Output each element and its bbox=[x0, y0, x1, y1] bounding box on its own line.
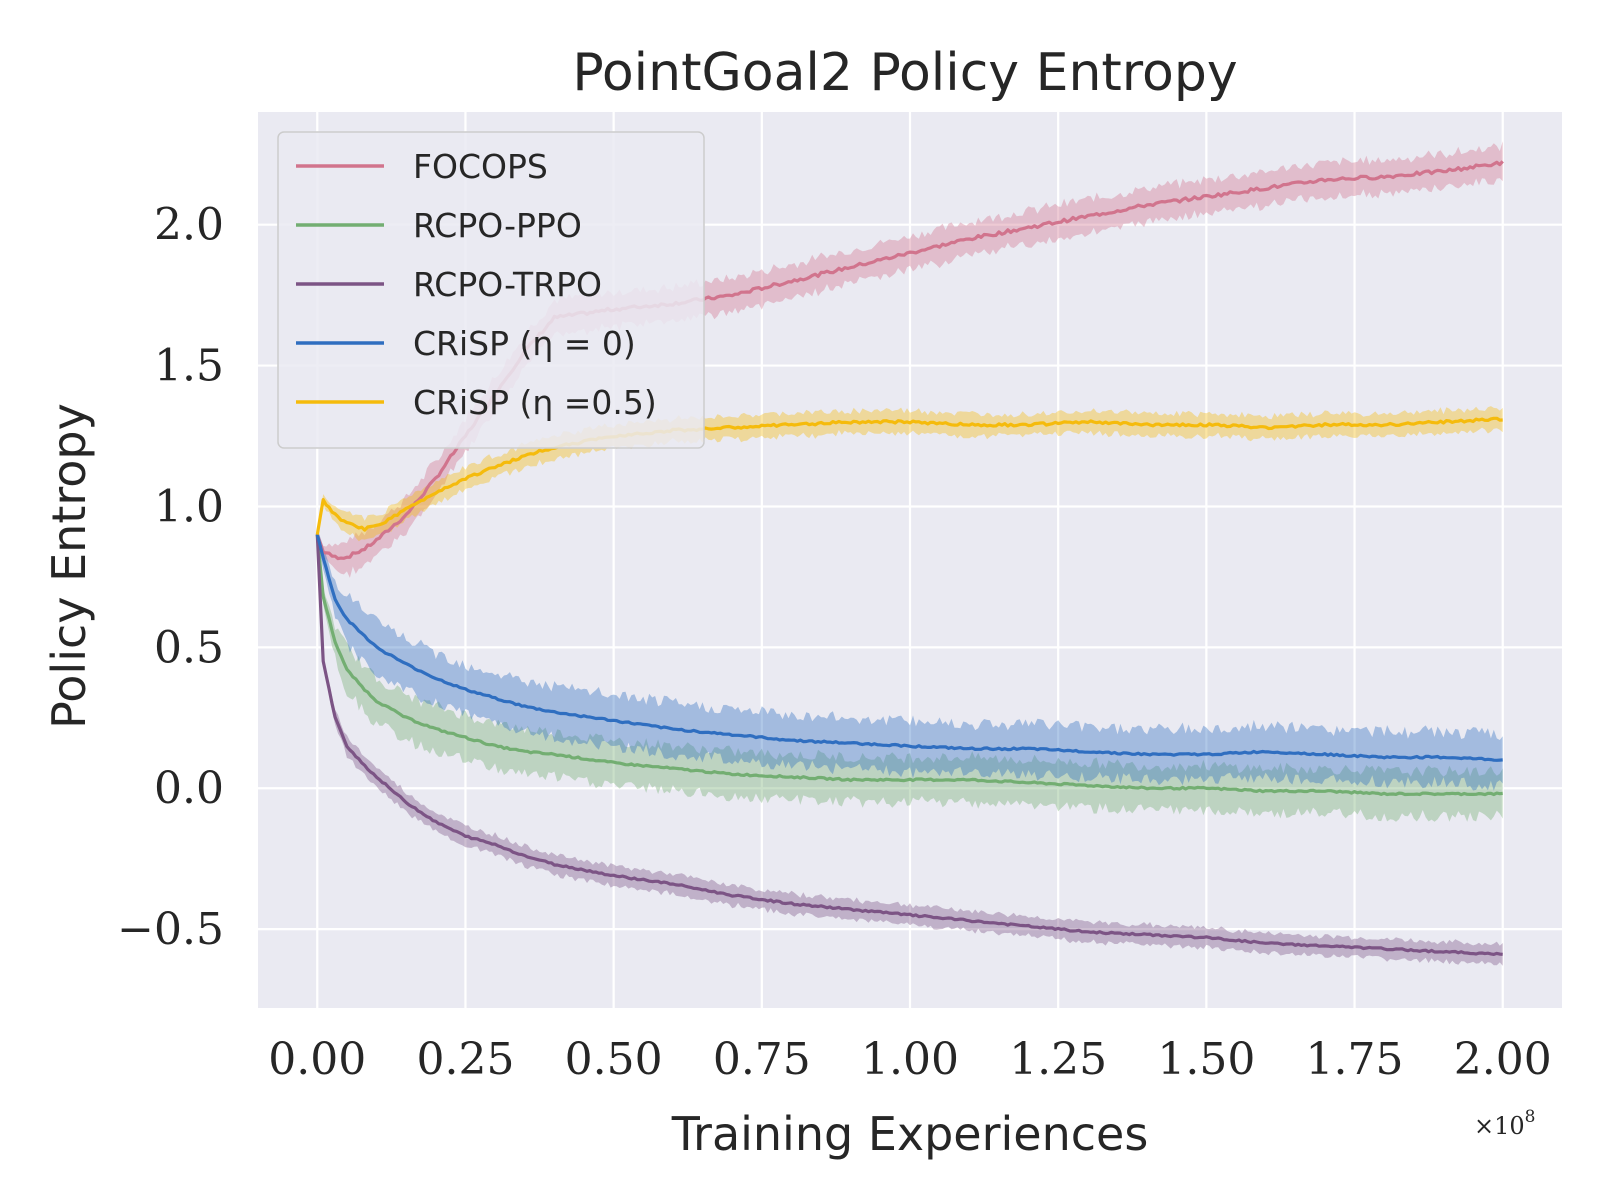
x-tick-label: 1.50 bbox=[1157, 1034, 1255, 1085]
series-line bbox=[315, 534, 1503, 956]
x-tick-label: 0.25 bbox=[416, 1034, 514, 1085]
x-tick-labels: 0.00 0.25 0.50 0.75 1.00 1.25 1.50 1.75 2.00 bbox=[268, 1034, 1551, 1085]
legend: FOCOPS RCPO-PPO RCPO-TRPO CRiSP (η = 0) CRiS… bbox=[277, 131, 705, 449]
y-tick-label: 0.5 bbox=[154, 622, 224, 673]
y-tick-label: −0.5 bbox=[117, 904, 224, 955]
legend-label: RCPO-PPO bbox=[413, 206, 582, 245]
x-tick-label: 0.75 bbox=[713, 1034, 811, 1085]
y-tick-label: 0.0 bbox=[154, 763, 224, 814]
x-tick-label: 0.50 bbox=[565, 1034, 663, 1085]
x-tick-label: 0.00 bbox=[268, 1034, 366, 1085]
x-tick-label: 1.00 bbox=[861, 1034, 959, 1085]
legend-box bbox=[277, 131, 705, 449]
series-line bbox=[315, 534, 1503, 797]
series-band bbox=[317, 528, 1503, 791]
series-band bbox=[317, 528, 1503, 822]
y-tick-label: 1.5 bbox=[154, 341, 224, 392]
x-scale-base: ×10 bbox=[1474, 1112, 1525, 1140]
legend-label: CRiSP (η = 0) bbox=[413, 324, 636, 363]
x-scale-multiplier: ×108 bbox=[1474, 1107, 1535, 1140]
series-line bbox=[315, 416, 1503, 535]
x-tick-label: 1.75 bbox=[1306, 1034, 1404, 1085]
x-tick-label: 2.00 bbox=[1454, 1034, 1552, 1085]
x-axis-label: Training Experiences bbox=[671, 1107, 1149, 1161]
y-axis-label: Policy Entropy bbox=[42, 403, 96, 729]
y-tick-label: 2.0 bbox=[154, 200, 224, 251]
series-band bbox=[317, 141, 1503, 578]
x-tick-label: 1.25 bbox=[1009, 1034, 1107, 1085]
y-tick-labels: −0.5 0.0 0.5 1.0 1.5 2.0 bbox=[117, 200, 224, 955]
series-lines bbox=[315, 160, 1504, 956]
series-line bbox=[315, 534, 1503, 762]
legend-label: CRiSP (η =0.5) bbox=[413, 383, 657, 422]
svg-text:×108: ×108 bbox=[1474, 1107, 1535, 1140]
x-scale-exponent: 8 bbox=[1525, 1107, 1536, 1127]
legend-label: FOCOPS bbox=[413, 147, 548, 186]
chart-title: PointGoal2 Policy Entropy bbox=[572, 43, 1237, 103]
legend-label: RCPO-TRPO bbox=[413, 265, 602, 304]
y-tick-label: 1.0 bbox=[154, 481, 224, 532]
